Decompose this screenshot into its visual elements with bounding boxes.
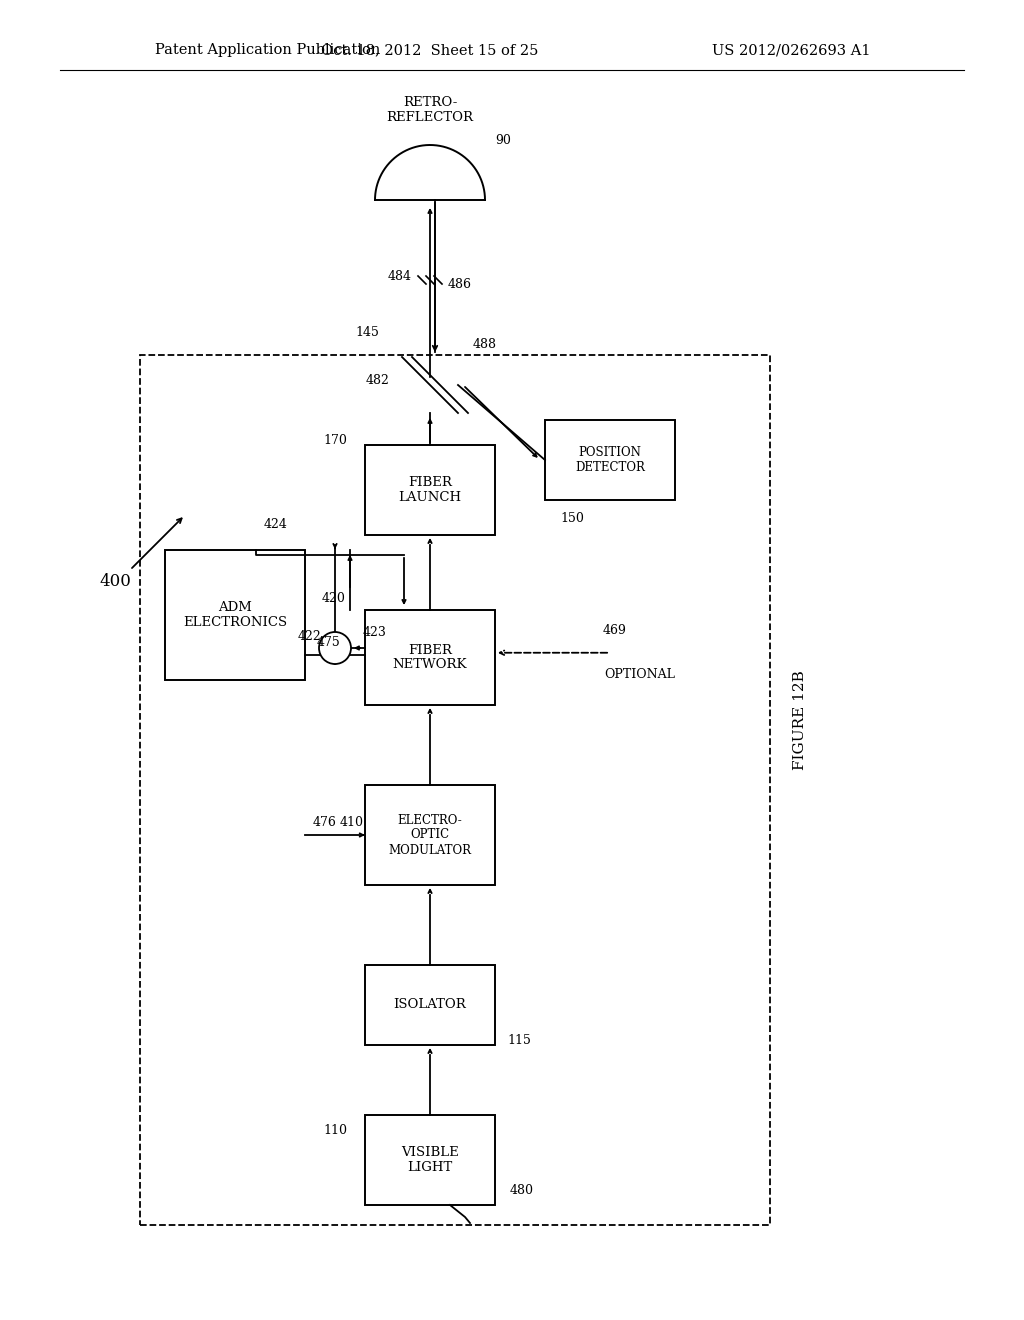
Text: 482: 482 [367, 374, 390, 387]
Text: 422: 422 [298, 630, 322, 643]
Text: OPTIONAL: OPTIONAL [604, 668, 676, 681]
Bar [365, 965, 495, 1045]
Bar [140, 355, 770, 1225]
Text: 90: 90 [495, 133, 511, 147]
Bar [365, 610, 495, 705]
Text: 145: 145 [355, 326, 379, 338]
Bar [365, 785, 495, 884]
Text: 480: 480 [510, 1184, 534, 1196]
Text: ADM
ELECTRONICS: ADM ELECTRONICS [183, 601, 287, 630]
Text: ISOLATOR: ISOLATOR [393, 998, 466, 1011]
Text: US 2012/0262693 A1: US 2012/0262693 A1 [712, 44, 870, 57]
Text: Oct. 18, 2012  Sheet 15 of 25: Oct. 18, 2012 Sheet 15 of 25 [322, 44, 539, 57]
Text: ELECTRO-
OPTIC
MODULATOR: ELECTRO- OPTIC MODULATOR [388, 813, 471, 857]
Text: 420: 420 [322, 591, 345, 605]
Text: 410: 410 [340, 817, 364, 829]
Text: Patent Application Publication: Patent Application Publication [155, 44, 380, 57]
Bar [365, 445, 495, 535]
Text: 423: 423 [362, 627, 387, 639]
Text: VISIBLE
LIGHT: VISIBLE LIGHT [401, 1146, 459, 1173]
Circle shape [319, 632, 351, 664]
Text: 476: 476 [313, 817, 337, 829]
Bar [365, 1115, 495, 1205]
Text: FIBER
NETWORK: FIBER NETWORK [393, 644, 467, 672]
Bar [165, 550, 305, 680]
Text: FIBER
LAUNCH: FIBER LAUNCH [398, 477, 462, 504]
Text: 488: 488 [473, 338, 497, 351]
Text: 475: 475 [316, 636, 340, 649]
Text: 170: 170 [324, 433, 347, 446]
Text: 486: 486 [449, 279, 472, 292]
Text: 115: 115 [507, 1034, 530, 1047]
Text: RETRO-
REFLECTOR: RETRO- REFLECTOR [386, 96, 473, 124]
Text: 150: 150 [560, 511, 584, 524]
Text: 424: 424 [264, 519, 288, 532]
Text: 484: 484 [388, 269, 412, 282]
Bar [545, 420, 675, 500]
Text: 400: 400 [99, 573, 131, 590]
Text: POSITION
DETECTOR: POSITION DETECTOR [575, 446, 645, 474]
Text: 469: 469 [603, 624, 627, 638]
Text: 110: 110 [323, 1123, 347, 1137]
Text: FIGURE 12B: FIGURE 12B [793, 671, 807, 770]
